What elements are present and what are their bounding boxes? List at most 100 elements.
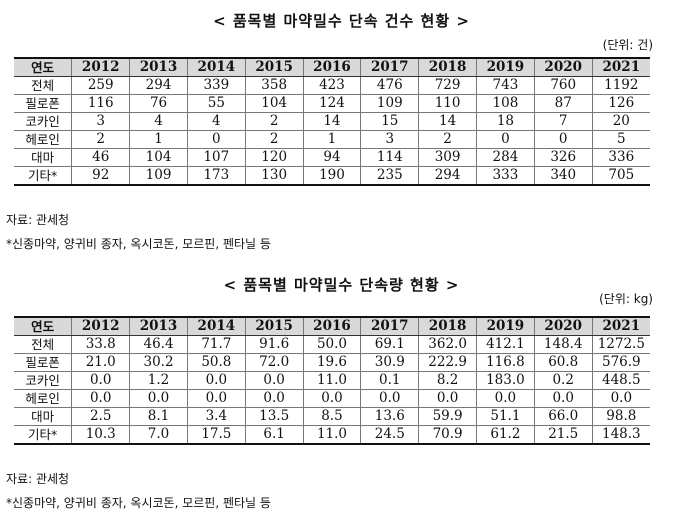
table-cell: 46.4 [129, 335, 188, 354]
table-cell: 183.0 [476, 371, 535, 390]
table-cell: 7 [533, 112, 593, 131]
table-cell: 30.9 [360, 353, 420, 372]
table-cell: 0.0 [244, 389, 304, 408]
table-cell: 1.2 [129, 371, 188, 390]
table-cell: 109 [129, 166, 188, 186]
table-cell: 124 [302, 94, 362, 113]
table-row: 기타* 92 109 173 130 190 235 294 333 340 705 [14, 166, 650, 186]
table-cell: 705 [591, 166, 650, 186]
year-column-header: 2013 [129, 57, 188, 77]
row-label: 헤로인 [14, 389, 73, 408]
row-label: 코카인 [14, 371, 73, 390]
table-cell: 222.9 [418, 353, 477, 372]
table-cell: 70.9 [418, 425, 477, 445]
table-cell: 76 [129, 94, 188, 113]
table-cell: 148.4 [533, 335, 593, 354]
table-cell: 116 [71, 94, 131, 113]
year-column-header: 2012 [71, 316, 131, 336]
table-cell: 0.0 [71, 389, 131, 408]
year-column-header: 2019 [476, 316, 535, 336]
row-label: 전체 [14, 335, 73, 354]
table-title: < 품목별 마약밀수 단속 건수 현황 > [213, 12, 470, 30]
table-cell: 0 [186, 130, 246, 149]
table-cell: 7.0 [129, 425, 188, 445]
table-cell: 336 [591, 148, 650, 167]
year-column-header: 2013 [129, 316, 188, 336]
table-cell: 0.2 [533, 371, 593, 390]
row-label: 필로폰 [14, 353, 73, 372]
table-cell: 11.0 [302, 371, 362, 390]
table-cell: 69.1 [360, 335, 420, 354]
table-cell: 0.0 [244, 371, 304, 390]
table-cell: 109 [360, 94, 420, 113]
table-cell: 190 [302, 166, 362, 186]
table-cell: 20 [591, 112, 650, 131]
table-row: 헤로인 0.0 0.0 0.0 0.0 0.0 0.0 0.0 0.0 0.0 0.0 [14, 389, 650, 408]
table-cell: 148.3 [591, 425, 650, 445]
table-cell: 13.5 [244, 407, 304, 426]
table-cell: 448.5 [591, 371, 650, 390]
footnote: *신종마약, 양귀비 종자, 옥시코돈, 모르핀, 펜타닐 등 [6, 496, 271, 510]
seizure-amount-table: 연도 2012 2013 2014 2015 2016 2017 2018 2019 2020 2… [14, 316, 650, 445]
year-column-header: 2020 [533, 316, 593, 336]
table-cell: 0.0 [186, 389, 246, 408]
table-cell: 50.0 [302, 335, 362, 354]
header-row: 연도 2012 2013 2014 2015 2016 2017 2018 2019 2020 2… [14, 57, 650, 77]
table-cell: 0.0 [533, 389, 593, 408]
table-cell: 173 [186, 166, 246, 186]
table-cell: 13.6 [360, 407, 420, 426]
table-cell: 576.9 [591, 353, 650, 372]
table-cell: 0.0 [476, 389, 535, 408]
table-row: 코카인 3 4 4 2 14 15 14 18 7 20 [14, 112, 650, 131]
table-cell: 98.8 [591, 407, 650, 426]
table-cell: 30.2 [129, 353, 188, 372]
table-cell: 24.5 [360, 425, 420, 445]
table-cell: 130 [244, 166, 304, 186]
table-cell: 760 [533, 76, 593, 95]
table-cell: 104 [129, 148, 188, 167]
table-cell: 5 [591, 130, 650, 149]
row-label: 코카인 [14, 112, 73, 131]
table-cell: 0.0 [302, 389, 362, 408]
table-cell: 2.5 [71, 407, 131, 426]
source-note: 자료: 관세청 [6, 472, 70, 486]
table-row: 전체 33.8 46.4 71.7 91.6 50.0 69.1 362.0 412.1 148.… [14, 335, 650, 354]
table-cell: 3.4 [186, 407, 246, 426]
table-cell: 0.1 [360, 371, 420, 390]
table-cell: 0.0 [418, 389, 477, 408]
table-cell: 0.0 [591, 389, 650, 408]
year-column-header: 2020 [533, 57, 593, 77]
table-row: 헤로인 2 1 0 2 1 3 2 0 0 5 [14, 130, 650, 149]
table-cell: 126 [591, 94, 650, 113]
table-cell: 284 [476, 148, 535, 167]
table-cell: 309 [418, 148, 477, 167]
table-cell: 21.0 [71, 353, 131, 372]
table-row: 기타* 10.3 7.0 17.5 6.1 11.0 24.5 70.9 61.2 21.5 148… [14, 425, 650, 445]
year-column-header: 2015 [244, 316, 304, 336]
table-cell: 10.3 [71, 425, 131, 445]
table-cell: 0 [476, 130, 535, 149]
table-cell: 104 [244, 94, 304, 113]
table-cell: 14 [418, 112, 477, 131]
table-cell: 743 [476, 76, 535, 95]
table-cell: 1192 [591, 76, 650, 95]
table-cell: 72.0 [244, 353, 304, 372]
table-cell: 2 [244, 130, 304, 149]
year-column-header: 2017 [360, 316, 420, 336]
year-column-header: 2018 [418, 316, 477, 336]
table-cell: 59.9 [418, 407, 477, 426]
table-cell: 340 [533, 166, 593, 186]
table-cell: 18 [476, 112, 535, 131]
table-cell: 0 [533, 130, 593, 149]
table-cell: 3 [71, 112, 131, 131]
table-row: 필로폰 116 76 55 104 124 109 110 108 87 126 [14, 94, 650, 113]
table-cell: 294 [129, 76, 188, 95]
source-note: 자료: 관세청 [6, 213, 70, 227]
table-cell: 116.8 [476, 353, 535, 372]
table-row: 코카인 0.0 1.2 0.0 0.0 11.0 0.1 8.2 183.0 0.2 448.5 [14, 371, 650, 390]
table-row: 대마 46 104 107 120 94 114 309 284 326 336 [14, 148, 650, 167]
table-cell: 4 [186, 112, 246, 131]
unit-label: (단위: kg) [599, 292, 653, 306]
table-cell: 15 [360, 112, 420, 131]
year-column-header: 2016 [302, 316, 362, 336]
